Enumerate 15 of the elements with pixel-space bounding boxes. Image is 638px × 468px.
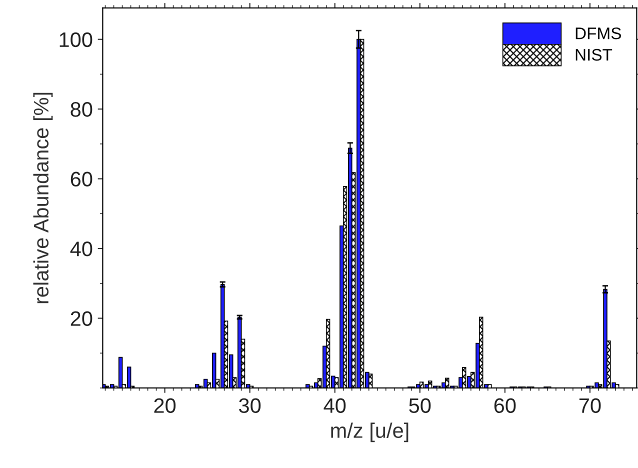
x-tick-label: 50 [409, 398, 431, 413]
y-tick-label: 80 [70, 102, 92, 117]
y-tick-label: 60 [70, 172, 92, 187]
legend-label: NIST [576, 48, 612, 61]
x-tick-label: 40 [324, 398, 346, 413]
x-tick-label: 30 [239, 398, 261, 413]
x-tick-label: 70 [579, 398, 601, 413]
y-tick-label: 20 [70, 311, 92, 326]
y-axis-title: relative Abundance [%] [33, 92, 53, 304]
x-axis-title: m/z [u/e] [331, 422, 408, 442]
x-tick-label: 20 [154, 398, 176, 413]
x-tick-label: 60 [494, 398, 516, 413]
y-tick-label: 40 [70, 242, 92, 256]
legend-label: DFMS [576, 27, 621, 40]
y-tick-label: 100 [60, 32, 92, 48]
